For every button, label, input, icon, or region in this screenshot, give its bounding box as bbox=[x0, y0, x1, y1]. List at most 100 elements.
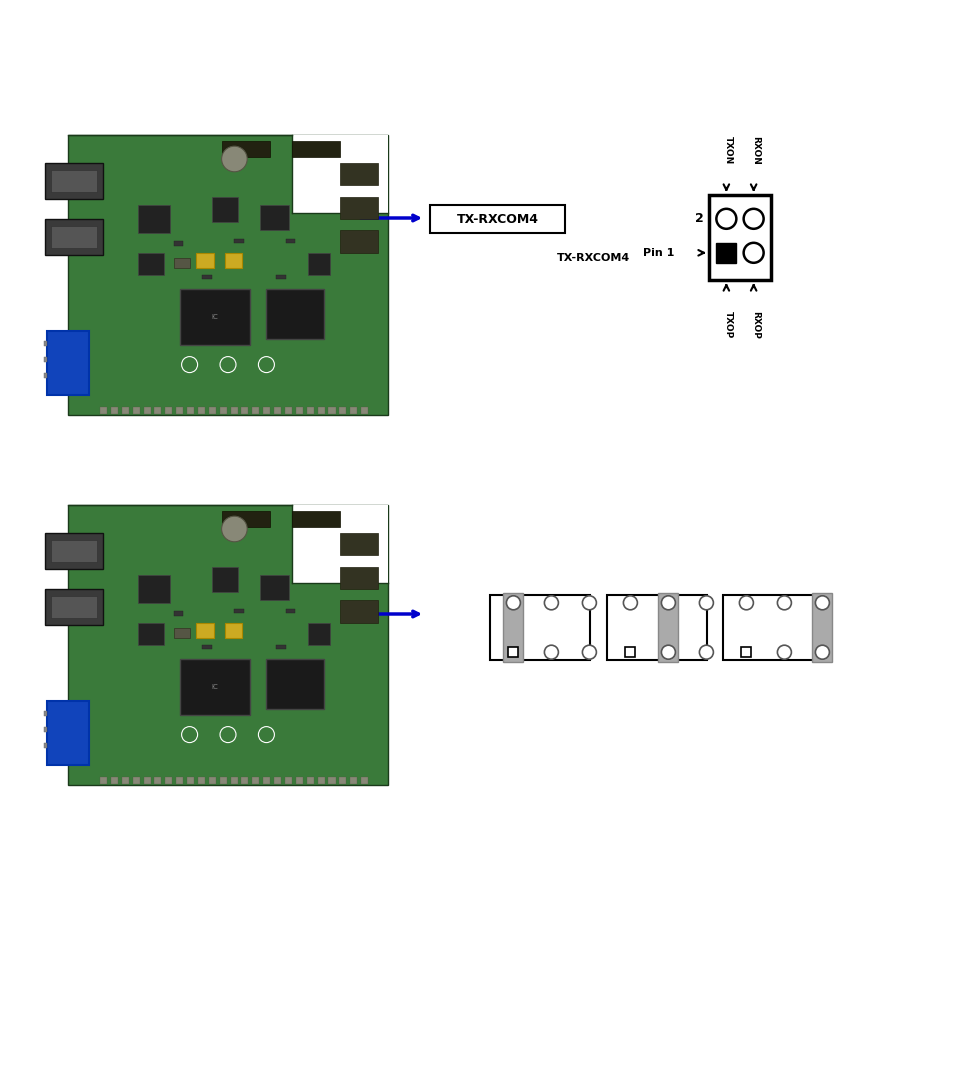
Bar bbox=[122, 407, 129, 413]
Text: 2: 2 bbox=[695, 212, 703, 225]
Bar bbox=[263, 407, 270, 413]
Circle shape bbox=[815, 596, 828, 610]
Circle shape bbox=[742, 243, 762, 263]
Bar bbox=[285, 777, 292, 783]
Bar bbox=[51, 226, 96, 249]
Bar bbox=[45, 589, 103, 625]
Bar bbox=[285, 239, 294, 243]
Bar bbox=[260, 206, 289, 230]
Bar bbox=[180, 659, 250, 714]
Bar bbox=[307, 777, 314, 783]
Circle shape bbox=[221, 146, 247, 172]
Bar bbox=[138, 623, 164, 645]
Bar bbox=[231, 407, 237, 413]
Bar bbox=[154, 777, 161, 783]
Bar bbox=[45, 162, 103, 199]
Circle shape bbox=[581, 596, 596, 610]
Circle shape bbox=[742, 209, 762, 229]
Bar bbox=[47, 331, 89, 395]
Bar bbox=[143, 407, 151, 413]
Circle shape bbox=[660, 596, 675, 610]
Bar bbox=[740, 648, 751, 657]
Bar bbox=[138, 575, 171, 603]
Bar bbox=[328, 407, 335, 413]
Bar bbox=[490, 595, 589, 660]
Bar bbox=[221, 511, 270, 527]
Bar bbox=[68, 134, 388, 415]
Bar bbox=[154, 407, 161, 413]
Circle shape bbox=[699, 646, 713, 660]
Bar bbox=[44, 742, 47, 748]
Bar bbox=[51, 170, 96, 193]
Bar bbox=[307, 407, 314, 413]
Bar bbox=[209, 777, 215, 783]
Bar bbox=[45, 220, 103, 255]
Bar bbox=[328, 777, 335, 783]
Circle shape bbox=[739, 596, 753, 610]
Bar bbox=[274, 777, 281, 783]
Bar bbox=[285, 609, 294, 613]
Bar bbox=[430, 206, 564, 233]
Bar bbox=[165, 777, 172, 783]
Bar bbox=[44, 373, 47, 378]
Bar bbox=[202, 275, 212, 279]
Circle shape bbox=[581, 646, 596, 660]
Circle shape bbox=[777, 646, 791, 660]
Circle shape bbox=[815, 646, 828, 660]
Bar bbox=[195, 623, 213, 638]
Bar bbox=[231, 777, 237, 783]
Bar bbox=[132, 407, 139, 413]
Bar bbox=[292, 511, 339, 527]
Bar bbox=[260, 575, 289, 600]
Bar bbox=[722, 595, 822, 660]
Bar bbox=[225, 623, 242, 638]
Bar bbox=[716, 243, 736, 263]
Bar bbox=[285, 407, 292, 413]
Bar bbox=[292, 134, 388, 213]
Circle shape bbox=[622, 596, 637, 610]
Text: IC: IC bbox=[212, 314, 218, 320]
Bar bbox=[350, 777, 357, 783]
Circle shape bbox=[544, 646, 558, 660]
Bar bbox=[111, 777, 118, 783]
Bar bbox=[266, 659, 324, 709]
Bar bbox=[339, 407, 346, 413]
Bar bbox=[339, 230, 378, 253]
Bar bbox=[503, 593, 523, 662]
Bar bbox=[197, 777, 205, 783]
Bar bbox=[339, 567, 378, 589]
Bar bbox=[812, 593, 832, 662]
Bar bbox=[45, 533, 103, 569]
Bar bbox=[219, 407, 227, 413]
Bar bbox=[212, 197, 237, 222]
Bar bbox=[275, 275, 285, 279]
Bar bbox=[138, 253, 164, 275]
Bar bbox=[44, 357, 47, 362]
Bar bbox=[317, 407, 324, 413]
Bar bbox=[308, 623, 330, 645]
Circle shape bbox=[544, 596, 558, 610]
Bar bbox=[339, 197, 378, 220]
Bar bbox=[100, 407, 107, 413]
Bar bbox=[68, 505, 388, 785]
Bar bbox=[266, 289, 324, 339]
Bar bbox=[51, 596, 96, 618]
Bar bbox=[606, 595, 706, 660]
Text: TX-RXCOM4: TX-RXCOM4 bbox=[456, 212, 537, 226]
Bar bbox=[350, 407, 357, 413]
Bar bbox=[292, 505, 388, 583]
Bar bbox=[339, 600, 378, 623]
Bar bbox=[212, 567, 237, 592]
Bar bbox=[173, 241, 183, 245]
Bar bbox=[252, 777, 259, 783]
Bar bbox=[708, 195, 770, 280]
Bar bbox=[658, 593, 678, 662]
Bar bbox=[138, 206, 171, 233]
Bar bbox=[132, 777, 139, 783]
Bar bbox=[197, 407, 205, 413]
Circle shape bbox=[777, 596, 791, 610]
Circle shape bbox=[660, 646, 675, 660]
Bar bbox=[111, 407, 118, 413]
Bar bbox=[219, 777, 227, 783]
Text: TX-RXCOM4: TX-RXCOM4 bbox=[557, 253, 629, 263]
